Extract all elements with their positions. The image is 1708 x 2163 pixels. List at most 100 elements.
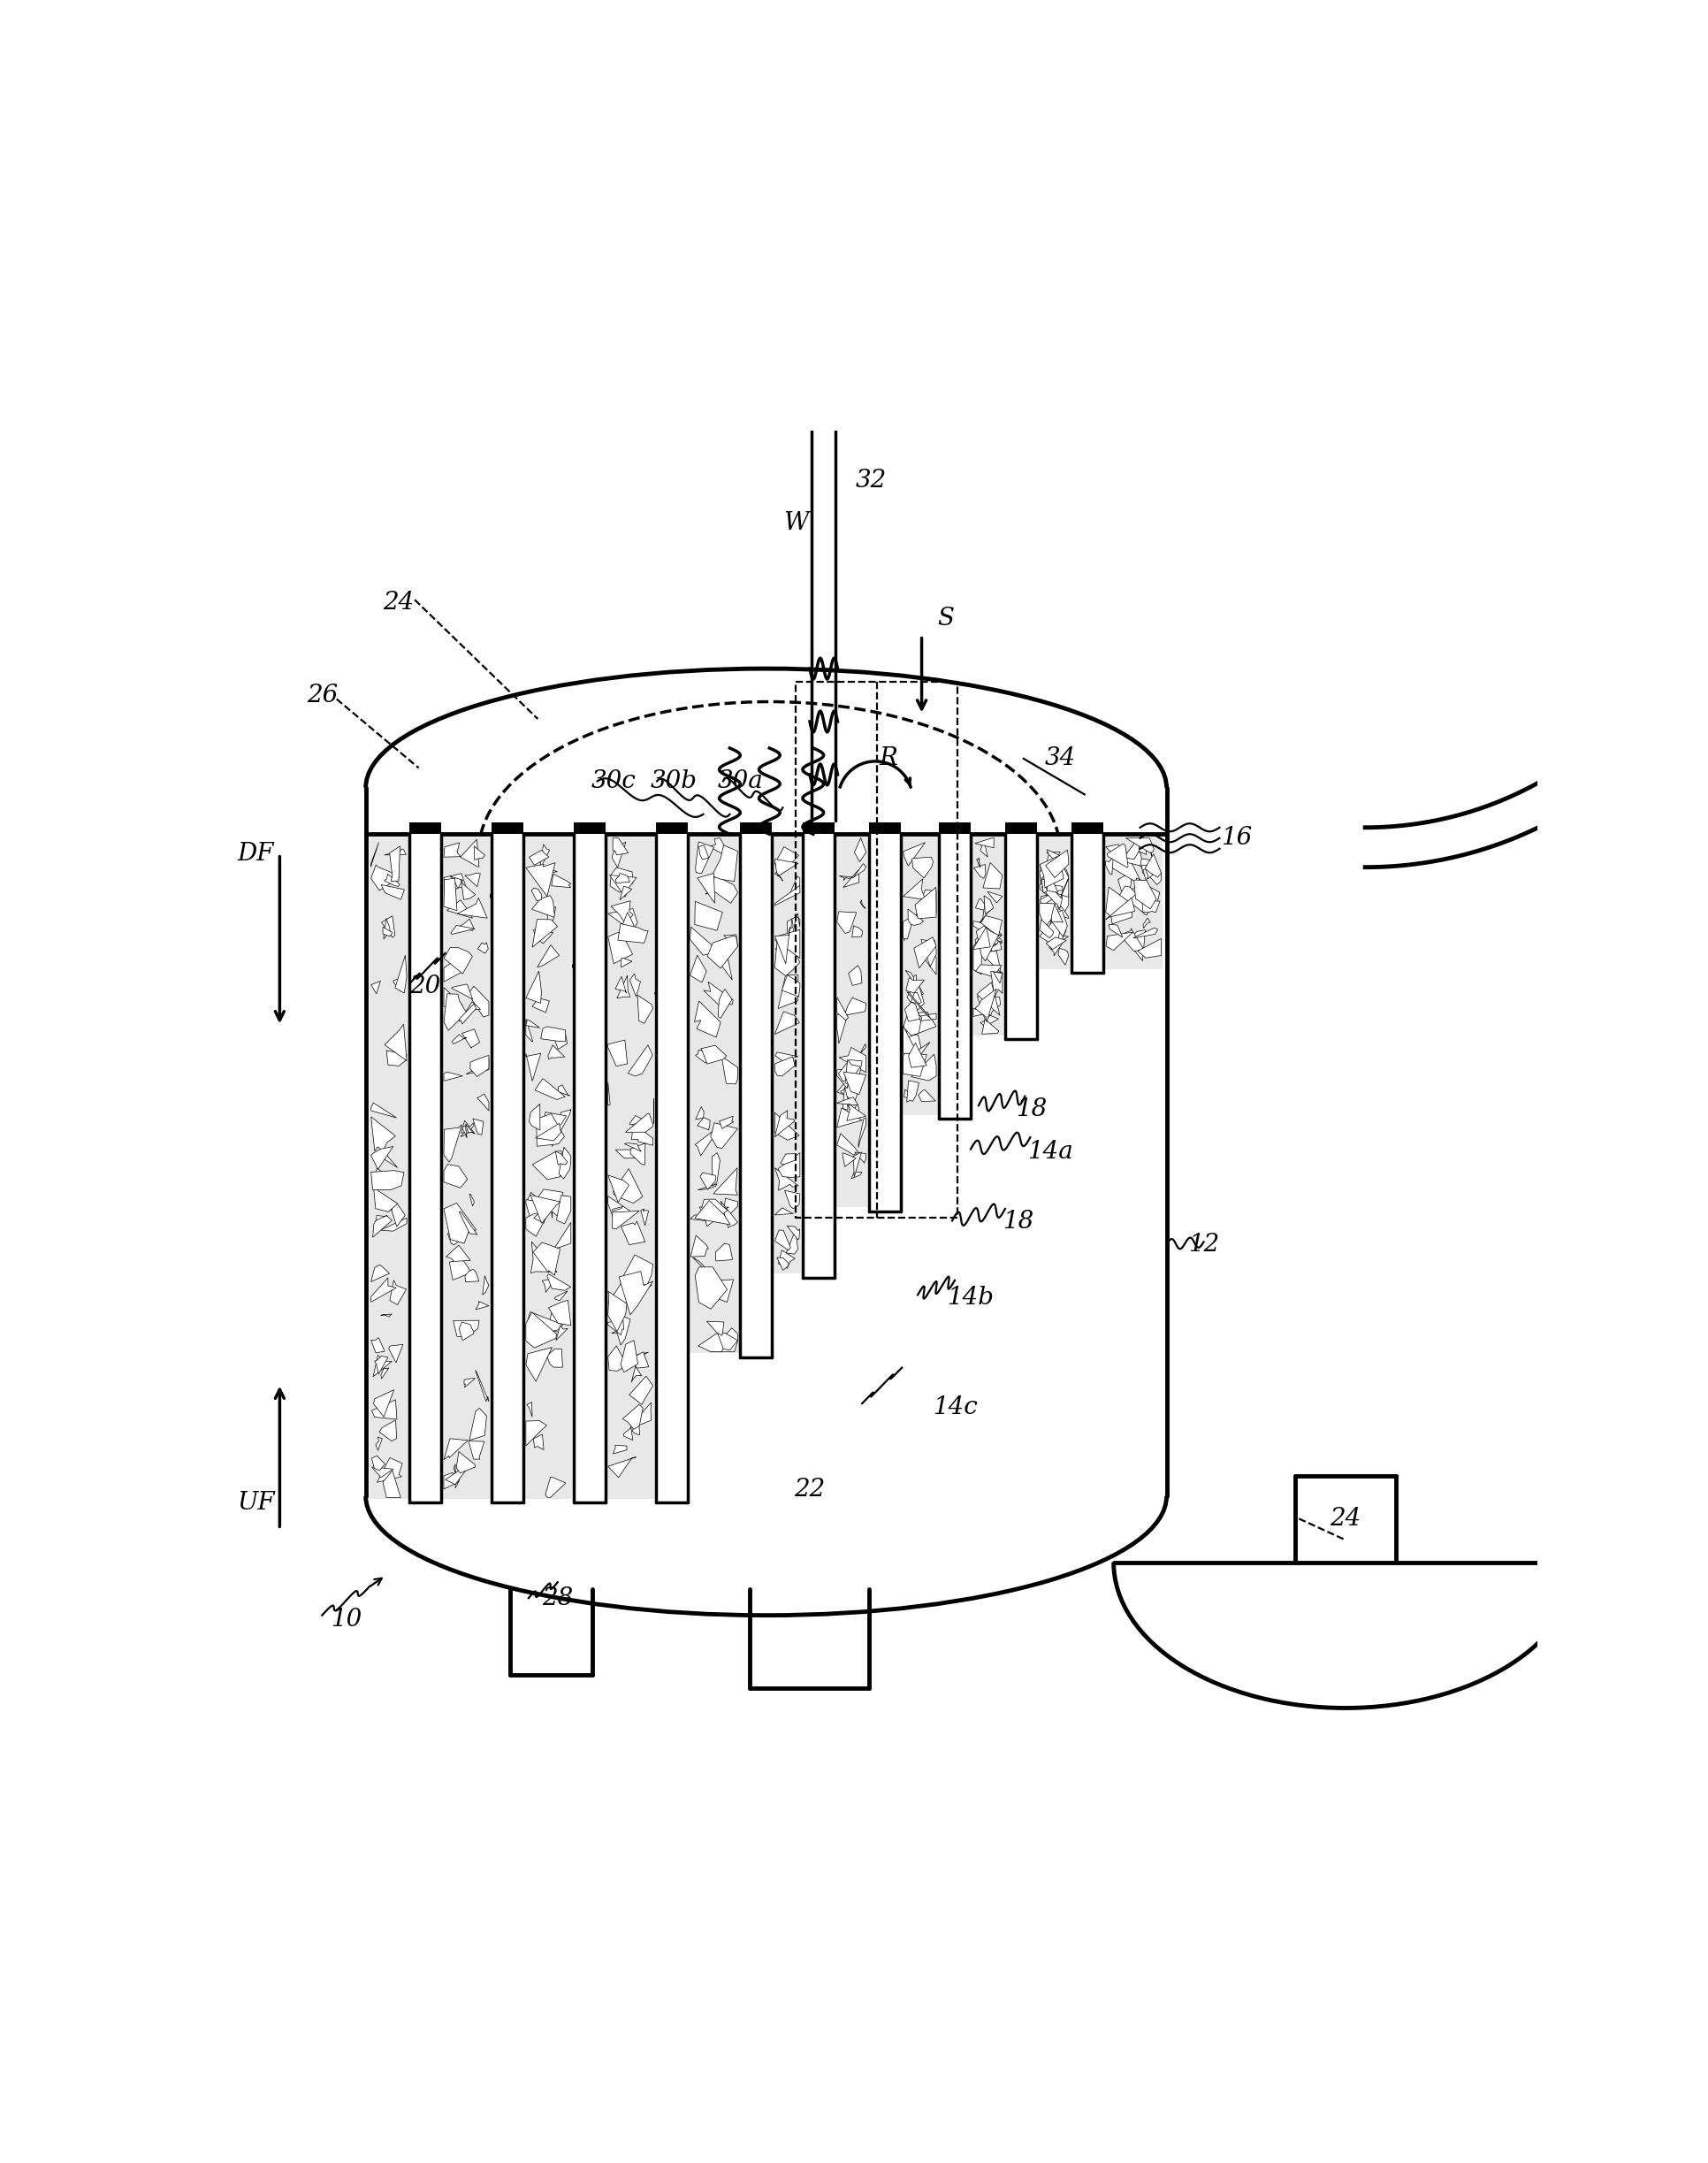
Polygon shape [779, 1153, 799, 1177]
Polygon shape [377, 1194, 393, 1211]
Polygon shape [526, 1313, 557, 1348]
Polygon shape [695, 1127, 719, 1155]
Polygon shape [459, 1004, 477, 1023]
Polygon shape [371, 1116, 396, 1151]
Polygon shape [1047, 852, 1061, 859]
Polygon shape [444, 1164, 468, 1187]
Polygon shape [986, 919, 1001, 934]
Polygon shape [529, 1103, 540, 1131]
Bar [410, 835, 441, 1503]
Polygon shape [1138, 939, 1161, 958]
Polygon shape [924, 954, 936, 976]
Polygon shape [465, 1270, 478, 1283]
Polygon shape [854, 1153, 866, 1164]
Polygon shape [905, 971, 924, 995]
Polygon shape [456, 1451, 475, 1473]
Polygon shape [620, 1255, 652, 1285]
Polygon shape [381, 885, 405, 900]
Polygon shape [775, 1168, 798, 1190]
Polygon shape [787, 1226, 799, 1239]
Polygon shape [775, 1231, 791, 1250]
Polygon shape [697, 1183, 717, 1190]
Polygon shape [526, 1053, 541, 1082]
Polygon shape [377, 1458, 403, 1482]
Polygon shape [781, 1153, 796, 1164]
Bar [939, 822, 970, 835]
Bar [1038, 837, 1069, 969]
Polygon shape [458, 898, 487, 917]
Polygon shape [444, 963, 463, 982]
Polygon shape [907, 993, 931, 1019]
Polygon shape [695, 1049, 714, 1062]
Polygon shape [779, 1250, 794, 1268]
Polygon shape [371, 841, 379, 867]
Polygon shape [608, 908, 637, 932]
Polygon shape [444, 874, 466, 895]
Polygon shape [1114, 887, 1136, 911]
Polygon shape [526, 971, 541, 1004]
Bar [1105, 837, 1163, 969]
Polygon shape [1040, 919, 1054, 939]
Polygon shape [974, 921, 991, 934]
Polygon shape [531, 887, 541, 900]
Polygon shape [1105, 857, 1114, 874]
Polygon shape [975, 928, 1003, 952]
Polygon shape [371, 1146, 393, 1170]
Polygon shape [904, 1012, 936, 1038]
Polygon shape [1146, 839, 1153, 859]
Text: 18: 18 [1016, 1097, 1047, 1120]
Polygon shape [837, 911, 856, 934]
Polygon shape [531, 1242, 557, 1274]
Polygon shape [533, 930, 553, 943]
Polygon shape [381, 1218, 407, 1231]
Text: 14c: 14c [933, 1395, 977, 1419]
Polygon shape [974, 928, 991, 950]
Bar [902, 837, 938, 1114]
Polygon shape [709, 837, 731, 859]
Polygon shape [465, 874, 480, 887]
Polygon shape [559, 1146, 570, 1179]
Bar [492, 835, 523, 1503]
Polygon shape [1126, 837, 1155, 852]
Polygon shape [446, 1246, 470, 1261]
Polygon shape [470, 1408, 487, 1441]
Polygon shape [1047, 850, 1064, 874]
Polygon shape [837, 1010, 849, 1043]
Polygon shape [695, 1200, 731, 1224]
Polygon shape [613, 1168, 642, 1203]
Polygon shape [533, 1434, 543, 1449]
Polygon shape [468, 1441, 485, 1460]
Polygon shape [775, 1207, 794, 1216]
Polygon shape [386, 1051, 407, 1066]
Polygon shape [374, 1356, 388, 1374]
Polygon shape [690, 928, 714, 956]
Polygon shape [454, 1464, 459, 1488]
Polygon shape [538, 870, 557, 874]
Polygon shape [615, 874, 630, 883]
Bar [574, 835, 605, 1503]
Polygon shape [861, 900, 866, 908]
Polygon shape [980, 915, 1003, 937]
Polygon shape [451, 926, 475, 934]
Polygon shape [383, 928, 393, 937]
Polygon shape [372, 1456, 384, 1471]
Polygon shape [994, 971, 1003, 984]
Polygon shape [526, 1402, 533, 1417]
Polygon shape [637, 995, 652, 1023]
Polygon shape [547, 1274, 570, 1291]
Polygon shape [991, 941, 1001, 952]
Polygon shape [915, 889, 936, 917]
Polygon shape [447, 900, 473, 917]
Polygon shape [466, 1001, 480, 1010]
Polygon shape [1049, 911, 1068, 937]
Polygon shape [608, 1319, 623, 1335]
Polygon shape [620, 887, 632, 900]
Bar [1071, 822, 1103, 835]
Text: 16: 16 [1221, 826, 1252, 850]
Bar [740, 822, 772, 835]
Polygon shape [623, 1425, 632, 1441]
Polygon shape [620, 1341, 639, 1371]
Polygon shape [711, 1328, 738, 1352]
Polygon shape [635, 1278, 652, 1291]
Polygon shape [473, 1118, 483, 1136]
